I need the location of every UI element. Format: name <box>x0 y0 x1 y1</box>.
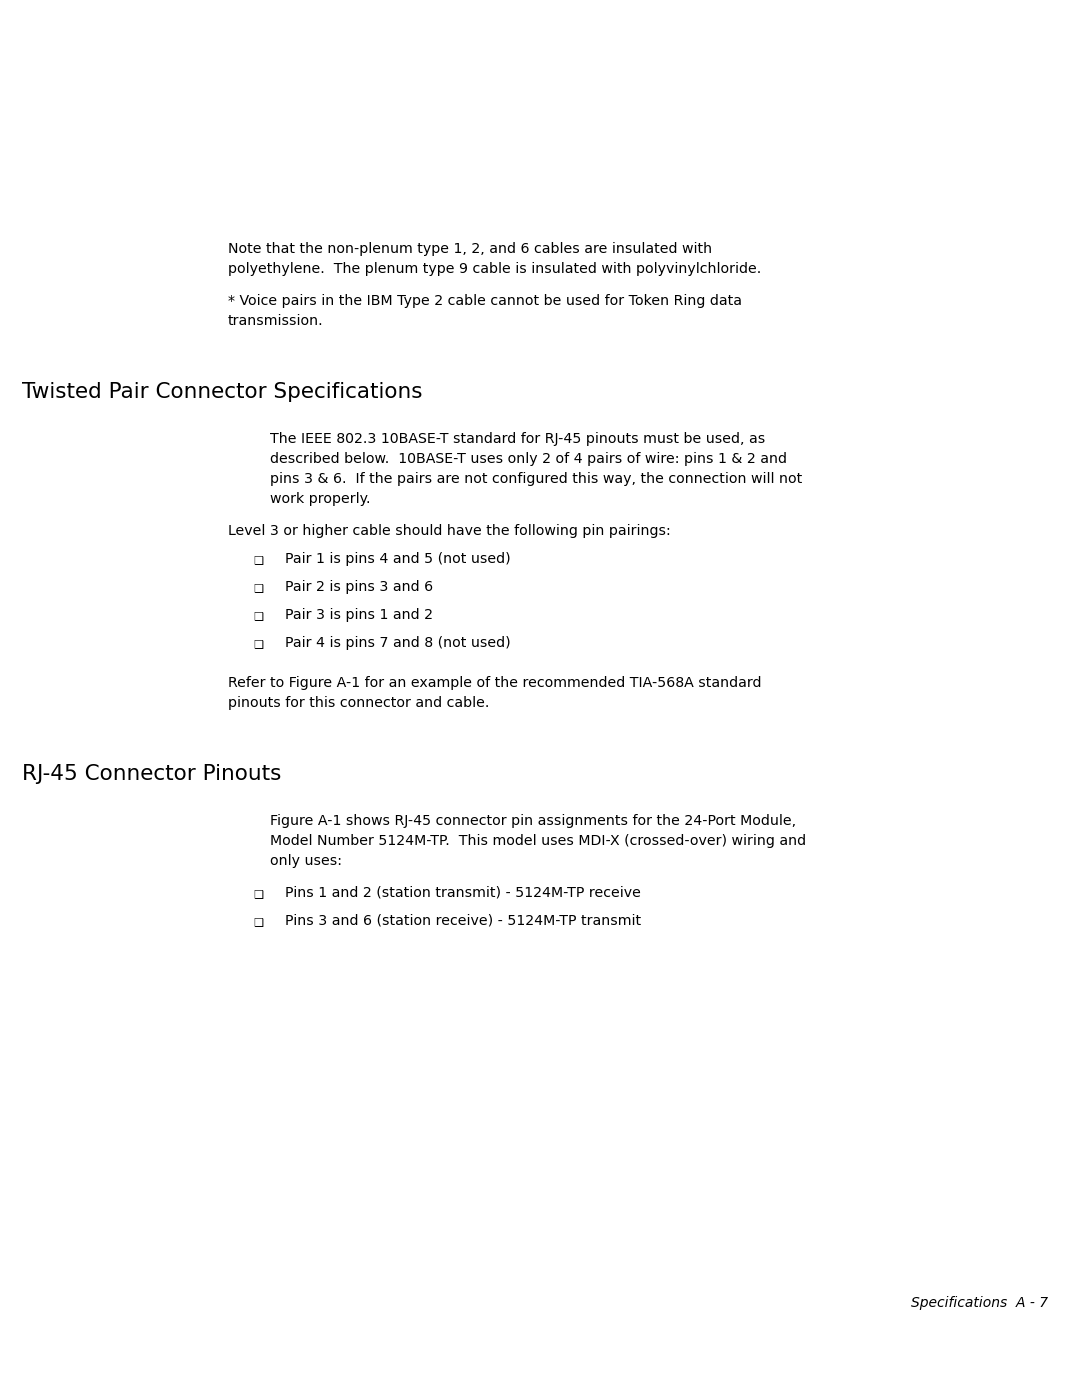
Text: pins 3 & 6.  If the pairs are not configured this way, the connection will not: pins 3 & 6. If the pairs are not configu… <box>270 472 802 486</box>
Text: Refer to Figure A-1 for an example of the recommended TIA-568A standard: Refer to Figure A-1 for an example of th… <box>228 676 761 690</box>
Text: ❑: ❑ <box>253 638 264 650</box>
Text: ❑: ❑ <box>253 610 264 622</box>
Text: Specifications  A - 7: Specifications A - 7 <box>910 1296 1048 1310</box>
Text: Pair 4 is pins 7 and 8 (not used): Pair 4 is pins 7 and 8 (not used) <box>285 636 511 650</box>
Text: pinouts for this connector and cable.: pinouts for this connector and cable. <box>228 696 489 710</box>
Text: Figure A-1 shows RJ-45 connector pin assignments for the 24-Port Module,: Figure A-1 shows RJ-45 connector pin ass… <box>270 814 796 828</box>
Text: Twisted Pair Connector Specifications: Twisted Pair Connector Specifications <box>22 381 422 402</box>
Text: ❑: ❑ <box>253 916 264 928</box>
Text: Model Number 5124M-TP.  This model uses MDI-X (crossed-over) wiring and: Model Number 5124M-TP. This model uses M… <box>270 834 806 848</box>
Text: ❑: ❑ <box>253 583 264 592</box>
Text: Pins 1 and 2 (station transmit) - 5124M-TP receive: Pins 1 and 2 (station transmit) - 5124M-… <box>285 886 640 900</box>
Text: RJ-45 Connector Pinouts: RJ-45 Connector Pinouts <box>22 764 282 784</box>
Text: Note that the non-plenum type 1, 2, and 6 cables are insulated with: Note that the non-plenum type 1, 2, and … <box>228 242 712 256</box>
Text: transmission.: transmission. <box>228 314 324 328</box>
Text: Pair 3 is pins 1 and 2: Pair 3 is pins 1 and 2 <box>285 608 433 622</box>
Text: Level 3 or higher cable should have the following pin pairings:: Level 3 or higher cable should have the … <box>228 524 671 538</box>
Text: Pins 3 and 6 (station receive) - 5124M-TP transmit: Pins 3 and 6 (station receive) - 5124M-T… <box>285 914 642 928</box>
Text: polyethylene.  The plenum type 9 cable is insulated with polyvinylchloride.: polyethylene. The plenum type 9 cable is… <box>228 263 761 277</box>
Text: described below.  10BASE-T uses only 2 of 4 pairs of wire: pins 1 & 2 and: described below. 10BASE-T uses only 2 of… <box>270 453 787 467</box>
Text: The IEEE 802.3 10BASE-T standard for RJ-45 pinouts must be used, as: The IEEE 802.3 10BASE-T standard for RJ-… <box>270 432 766 446</box>
Text: only uses:: only uses: <box>270 854 342 868</box>
Text: * Voice pairs in the IBM Type 2 cable cannot be used for Token Ring data: * Voice pairs in the IBM Type 2 cable ca… <box>228 293 742 307</box>
Text: work properly.: work properly. <box>270 492 370 506</box>
Text: ❑: ❑ <box>253 888 264 900</box>
Text: ❑: ❑ <box>253 555 264 564</box>
Text: Pair 1 is pins 4 and 5 (not used): Pair 1 is pins 4 and 5 (not used) <box>285 552 511 566</box>
Text: Pair 2 is pins 3 and 6: Pair 2 is pins 3 and 6 <box>285 580 433 594</box>
